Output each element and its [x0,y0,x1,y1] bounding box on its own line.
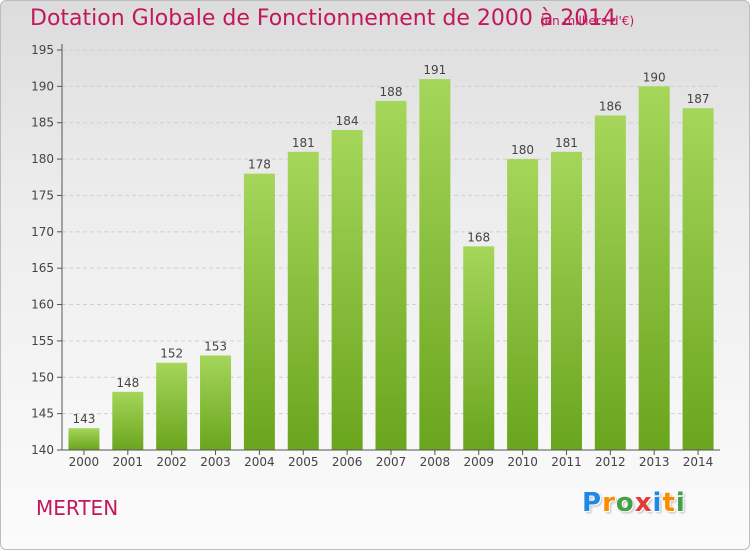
bar [243,173,275,451]
labels: 140 145 150 155 160 165 170 175 180 185 190 195 143 2… [31,43,713,469]
y-tick-label: 180 [31,152,54,166]
data-label: 143 [72,412,95,426]
logo-letter: P [582,488,603,518]
logo-letter: x [634,488,653,518]
x-tick-label: 2010 [507,455,538,469]
data-label: 178 [248,158,271,172]
bar [112,391,144,450]
data-label: 187 [687,92,710,106]
x-tick-label: 2001 [113,455,144,469]
bar [375,100,407,450]
x-tick-label: 2014 [683,455,714,469]
bar [200,355,232,450]
data-label: 190 [643,70,666,84]
y-tick-label: 165 [31,261,54,275]
x-tick-label: 2009 [463,455,494,469]
commune-name: MERTEN [36,496,119,520]
bar [507,159,539,450]
bar [463,246,495,450]
x-tick-label: 2004 [244,455,275,469]
logo-letter: i [675,488,686,518]
x-tick-label: 2006 [332,455,363,469]
bar [331,130,363,450]
y-tick-label: 190 [31,79,54,93]
x-tick-label: 2005 [288,455,319,469]
x-tick-label: 2000 [69,455,100,469]
data-label: 181 [292,136,315,150]
y-tick-label: 170 [31,225,54,239]
x-tick-label: 2008 [420,455,451,469]
x-tick-label: 2012 [595,455,626,469]
data-label: 148 [116,376,139,390]
data-label: 191 [423,63,446,77]
bar [419,79,451,450]
data-label: 180 [511,143,534,157]
y-tick-label: 150 [31,370,54,384]
y-tick-label: 160 [31,298,54,312]
bar [156,362,188,450]
chart-subtitle: (en milliers d'€) [540,14,635,28]
bar [594,115,626,451]
axes [57,44,720,455]
bar [550,151,582,450]
data-label: 168 [467,230,490,244]
data-label: 186 [599,99,622,113]
x-tick-label: 2013 [639,455,670,469]
x-tick-label: 2002 [156,455,187,469]
x-tick-label: 2003 [200,455,231,469]
y-tick-label: 140 [31,443,54,457]
data-label: 184 [336,114,359,128]
logo-letter: o [615,488,635,518]
y-tick-label: 175 [31,188,54,202]
bar [287,151,319,450]
data-label: 153 [204,339,227,353]
bar [638,86,670,450]
y-tick-label: 155 [31,334,54,348]
bar [682,108,714,450]
bar [68,428,100,450]
logo-letter: t [662,488,676,518]
x-tick-label: 2011 [551,455,582,469]
y-tick-label: 195 [31,43,54,57]
logo-letter: i [652,488,663,518]
y-tick-label: 145 [31,407,54,421]
data-label: 188 [380,85,403,99]
x-tick-label: 2007 [376,455,407,469]
data-label: 152 [160,347,183,361]
data-label: 181 [555,136,578,150]
y-tick-label: 185 [31,116,54,130]
logo-letter: r [602,488,616,518]
bars [68,79,714,451]
chart-title: Dotation Globale de Fonctionnement de 20… [30,6,617,31]
proxiti-logo[interactable]: Proxiti [582,488,686,518]
